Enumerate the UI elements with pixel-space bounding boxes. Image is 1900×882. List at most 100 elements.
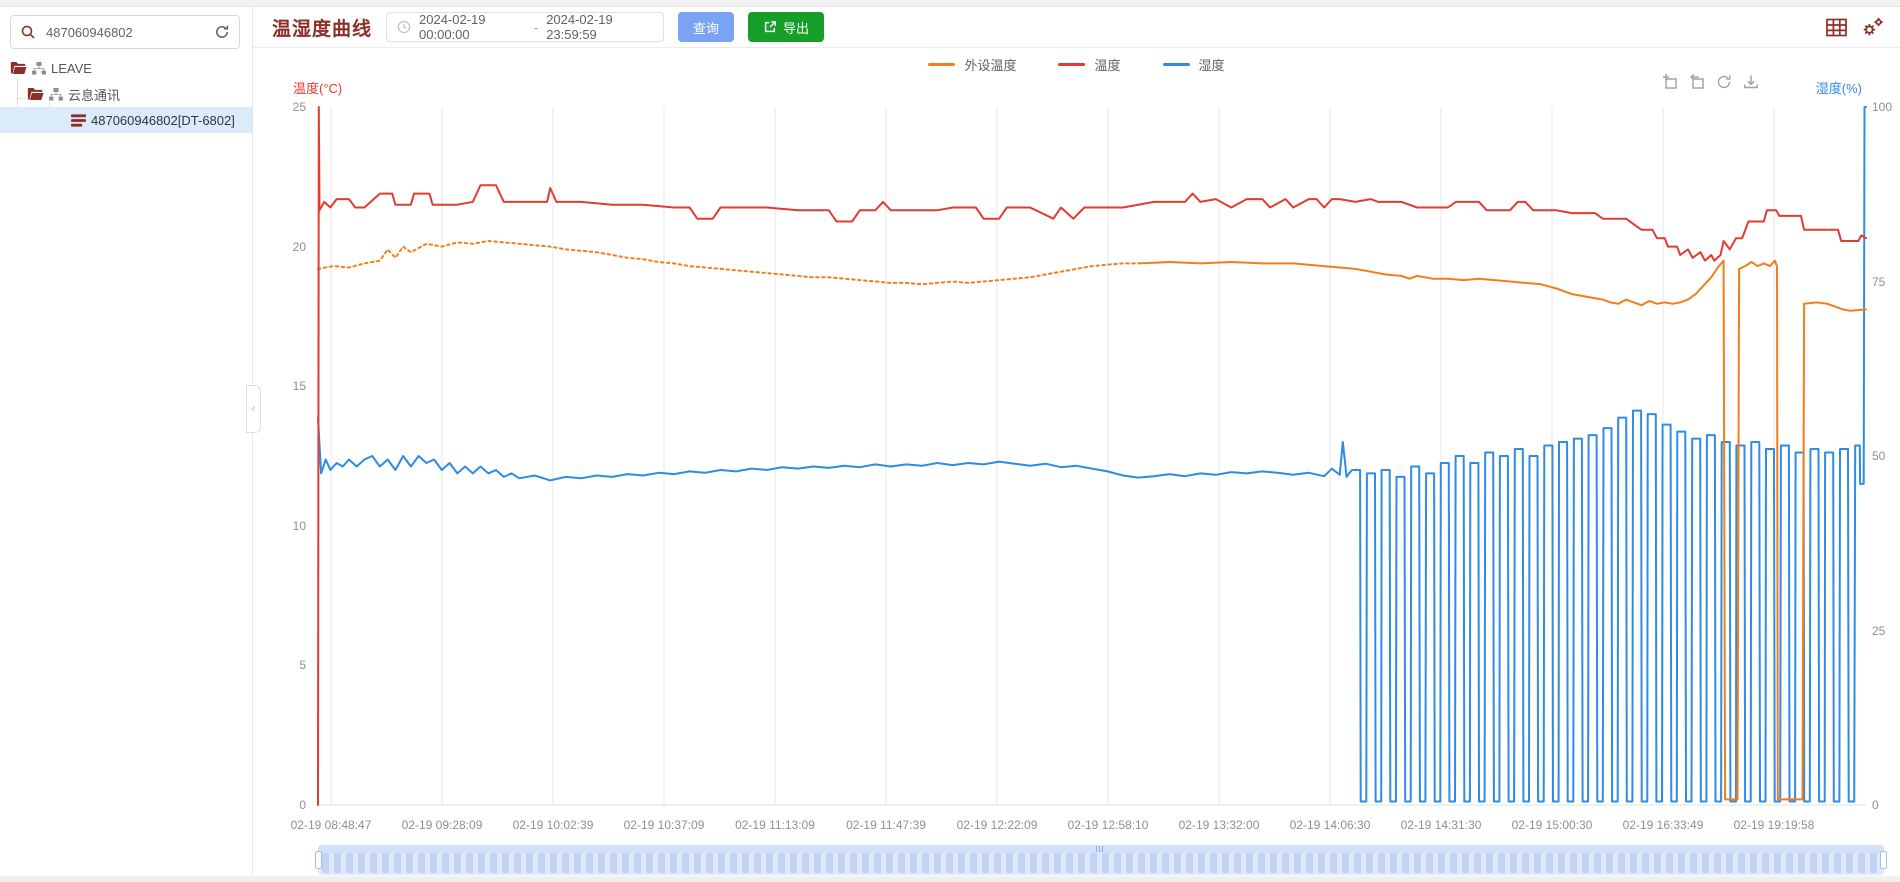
x-axis-label: 02-19 11:47:39: [846, 818, 926, 832]
datazoom-shadow-bar: [1270, 853, 1277, 873]
datazoom-shadow-bar: [934, 853, 941, 873]
datazoom-shadow-bar: [1822, 853, 1829, 873]
datazoom-shadow-bar: [682, 853, 689, 873]
legend-item-temperature[interactable]: 温度: [1058, 55, 1121, 74]
datazoom-shadow-bar: [502, 853, 509, 873]
tree-node-org-yunxi[interactable]: 云息通讯: [0, 81, 252, 107]
datazoom-right-handle[interactable]: [1880, 851, 1887, 869]
datazoom-shadow-bar: [1738, 853, 1745, 873]
toolbar: 温湿度曲线 2024-02-19 00:00:00 - 2024-02-19 2…: [253, 7, 1900, 48]
datazoom-shadow-bar: [730, 853, 737, 873]
datazoom-shadow-bar: [742, 853, 749, 873]
datazoom-track[interactable]: [318, 845, 1884, 853]
legend-item-peripheral-temperature[interactable]: 外设温度: [928, 55, 1016, 74]
datazoom-shadow-bar: [1390, 853, 1397, 873]
refresh-icon[interactable]: [214, 24, 230, 40]
datazoom-shadow-bar: [1162, 853, 1169, 873]
datazoom-shadow-bar: [886, 853, 893, 873]
datazoom-shadow-bar: [574, 853, 581, 873]
datazoom-shadow-bar: [1462, 853, 1469, 873]
tree-node-device-487060946802[interactable]: 487060946802[DT-6802]: [0, 107, 252, 133]
legend-line-swatch: [1162, 63, 1190, 66]
datazoom-shadow-bar: [1090, 853, 1097, 873]
datazoom-move-grip[interactable]: [1096, 846, 1107, 852]
datazoom-shadow-bar: [454, 853, 461, 873]
datazoom-shadow-bar: [610, 853, 617, 873]
datazoom-slider[interactable]: [315, 845, 1887, 875]
datazoom-shadow-bar: [1678, 853, 1685, 873]
device-tree-sidebar: LEAVE 云息通讯 487060946802[DT-6802]: [0, 7, 253, 876]
datazoom-shadow-bar: [1630, 853, 1637, 873]
chart-plot-area[interactable]: [253, 48, 1900, 840]
datazoom-shadow-bar: [1474, 853, 1481, 873]
datazoom-shadow-bar: [898, 853, 905, 873]
table-grid-icon[interactable]: [1826, 18, 1847, 37]
x-axis-label: 02-19 12:58:10: [1067, 818, 1149, 832]
date-end: 2024-02-19 23:59:59: [546, 12, 613, 42]
datazoom-shadow-bar: [322, 853, 329, 873]
datazoom-shadow-bar: [994, 853, 1001, 873]
datazoom-shadow-bar: [1438, 853, 1445, 873]
search-input[interactable]: [44, 23, 206, 41]
datazoom-shadow-bar: [1210, 853, 1217, 873]
x-axis-label: 02-19 19:19:58: [1733, 818, 1815, 832]
clock-icon: [397, 20, 411, 34]
datazoom-shadow-bar: [1798, 853, 1805, 873]
datazoom-shadow-bar: [562, 853, 569, 873]
legend-item-humidity[interactable]: 湿度: [1162, 55, 1225, 74]
datazoom-shadow-bar: [1054, 853, 1061, 873]
settings-gears-icon[interactable]: [1861, 17, 1884, 38]
date-range-picker[interactable]: 2024-02-19 00:00:00 - 2024-02-19 23:59:5…: [386, 12, 665, 42]
device-search-box[interactable]: [10, 15, 240, 49]
datazoom-shadow-bar: [1642, 853, 1649, 873]
datazoom-data-shadow: [320, 853, 1882, 874]
x-axis-label: 02-19 09:28:09: [401, 818, 483, 832]
datazoom-shadow-bar: [1870, 853, 1877, 873]
datazoom-shadow-bar: [346, 853, 353, 873]
sidebar-collapse-handle[interactable]: ‹: [246, 385, 261, 433]
datazoom-shadow-bar: [1582, 853, 1589, 873]
tree-node-org-leave[interactable]: LEAVE: [0, 55, 252, 81]
export-button-label: 导出: [783, 20, 810, 36]
legend-label: 外设温度: [964, 58, 1017, 73]
datazoom-shadow-bar: [1234, 853, 1241, 873]
main-panel: 温湿度曲线 2024-02-19 00:00:00 - 2024-02-19 2…: [253, 7, 1900, 876]
datazoom-shadow-bar: [1834, 853, 1841, 873]
datazoom-shadow-bar: [910, 853, 917, 873]
search-icon: [20, 24, 36, 40]
temperature-humidity-chart[interactable]: 外设温度 温度 湿度 温度(°C) 湿度(%): [253, 48, 1900, 876]
query-button[interactable]: 查询: [678, 12, 735, 42]
datazoom-shadow-bar: [1714, 853, 1721, 873]
datazoom-shadow-bar: [1618, 853, 1625, 873]
legend-label: 湿度: [1198, 58, 1225, 73]
datazoom-shadow-bar: [634, 853, 641, 873]
chart-toolbox: [1661, 73, 1760, 91]
datazoom-shadow-bar: [1654, 853, 1661, 873]
datazoom-shadow-bar: [838, 853, 845, 873]
datazoom-shadow-bar: [694, 853, 701, 873]
datazoom-shadow-bar: [1498, 853, 1505, 873]
zoom-select-icon[interactable]: [1661, 73, 1679, 91]
x-axis-label: 02-19 16:33:49: [1622, 818, 1704, 832]
series-line-temperature: [317, 106, 1867, 806]
datazoom-shadow-bar: [1330, 853, 1337, 873]
datazoom-shadow-bar: [1318, 853, 1325, 873]
datazoom-shadow-bar: [1510, 853, 1517, 873]
x-axis-label: 02-19 11:13:09: [735, 818, 815, 832]
tree-node-label: 487060946802[DT-6802]: [91, 112, 235, 128]
device-tree: LEAVE 云息通讯 487060946802[DT-6802]: [0, 55, 252, 133]
datazoom-shadow-bar: [1018, 853, 1025, 873]
export-button[interactable]: 导出: [748, 12, 825, 42]
datazoom-shadow-bar: [1750, 853, 1757, 873]
download-icon[interactable]: [1742, 73, 1760, 91]
datazoom-left-handle[interactable]: [315, 851, 322, 869]
zoom-restore-icon[interactable]: [1688, 73, 1706, 91]
datazoom-shadow-bar: [718, 853, 725, 873]
datazoom-shadow-bar: [706, 853, 713, 873]
chart-refresh-icon[interactable]: [1715, 73, 1733, 91]
datazoom-shadow-bar: [1774, 853, 1781, 873]
datazoom-shadow-bar: [598, 853, 605, 873]
x-axis-label: 02-19 14:31:30: [1400, 818, 1482, 832]
datazoom-shadow-bar: [646, 853, 653, 873]
datazoom-shadow-bar: [1246, 853, 1253, 873]
